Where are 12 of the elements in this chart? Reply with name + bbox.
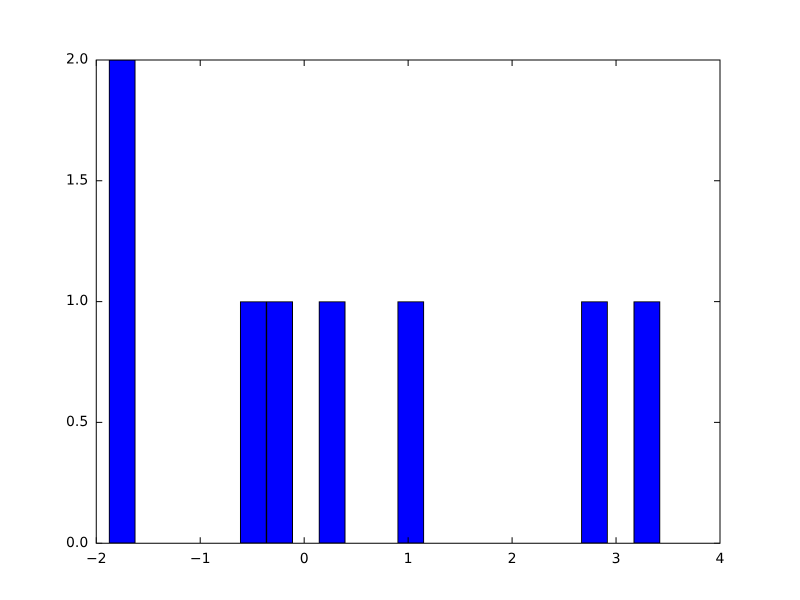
x-tick-label: −1	[190, 551, 211, 568]
x-tick-label: 0	[300, 551, 309, 568]
y-tick-label: 1.0	[66, 293, 88, 310]
y-tick-label: 0.5	[66, 414, 88, 430]
x-tick-label: −2	[86, 551, 107, 568]
x-tick-label: 3	[612, 551, 621, 568]
y-tick-label: 1.5	[66, 172, 88, 188]
x-tick-label: 1	[404, 551, 413, 568]
y-tick-label: 2.0	[66, 52, 88, 68]
x-tick-label: 4	[716, 551, 725, 568]
x-tick-label: 2	[508, 551, 517, 568]
y-tick-label: 0.0	[66, 534, 88, 551]
